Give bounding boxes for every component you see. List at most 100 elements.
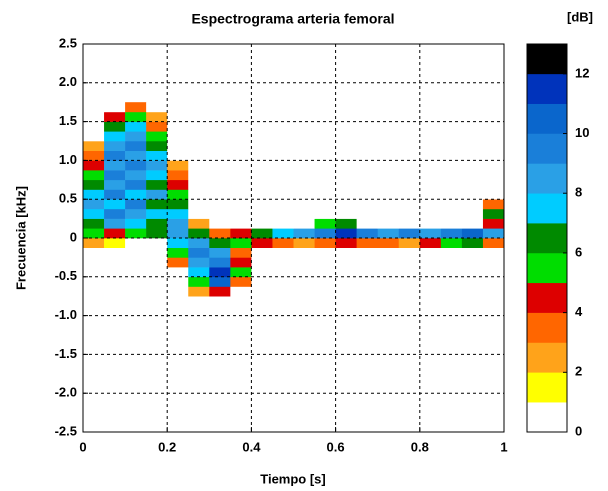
cell (83, 276, 105, 287)
cell (146, 276, 168, 287)
colorbar-band (527, 252, 567, 284)
cell (440, 160, 463, 171)
cell (167, 179, 189, 190)
cell (314, 121, 336, 132)
cell (209, 208, 231, 219)
cell (377, 247, 400, 258)
cell (482, 150, 505, 161)
cell (377, 257, 400, 268)
cell (209, 276, 231, 287)
x-tick-label: 0 (79, 439, 86, 454)
cell (83, 150, 105, 161)
cell (314, 218, 336, 229)
cell (251, 228, 273, 239)
cell (104, 189, 126, 200)
cell (272, 257, 294, 268)
cell (251, 247, 273, 258)
cell (104, 238, 126, 248)
colorbar-band (527, 193, 567, 224)
cell (335, 150, 357, 161)
cell (356, 208, 378, 219)
cell (482, 131, 505, 142)
cell (146, 228, 168, 239)
cell (314, 208, 336, 219)
cell (146, 247, 168, 258)
colorbar-tick-label: 0 (575, 423, 582, 438)
cell (209, 267, 231, 278)
cell (440, 218, 463, 229)
x-tick-label: 1 (500, 439, 507, 454)
cell (146, 121, 168, 132)
cell (356, 189, 378, 200)
colorbar-band (527, 312, 567, 343)
cell (272, 179, 294, 190)
cell (461, 189, 484, 200)
cell (251, 199, 273, 210)
cell (398, 131, 421, 142)
cell (335, 170, 357, 181)
cell (482, 267, 505, 278)
cell (251, 179, 273, 190)
cell (440, 238, 463, 248)
cell (440, 150, 463, 161)
cell (188, 208, 210, 219)
cell (377, 170, 400, 181)
cell (125, 131, 147, 142)
cell (146, 131, 168, 142)
cell (335, 179, 357, 190)
cell (83, 170, 105, 181)
cell (419, 131, 442, 142)
plot-frame (82, 43, 505, 433)
cell (272, 286, 294, 297)
cell (104, 102, 126, 113)
cell (167, 208, 189, 219)
cell (272, 228, 294, 239)
cell (419, 257, 442, 268)
cell (188, 228, 210, 239)
cell (440, 121, 463, 132)
cell (377, 131, 400, 142)
cell (440, 276, 463, 287)
cell (272, 199, 294, 210)
cell (167, 199, 189, 210)
cell (356, 238, 378, 248)
cell (356, 150, 378, 161)
cell (419, 247, 442, 258)
cell (230, 141, 252, 151)
cell (314, 228, 336, 239)
cell (419, 267, 442, 278)
cell (293, 160, 315, 171)
cell (83, 141, 105, 151)
cell (482, 189, 505, 200)
cell (209, 189, 231, 200)
colorbar-tick-label: 2 (575, 364, 582, 379)
cell (440, 131, 463, 142)
cell (314, 189, 336, 200)
cell (230, 179, 252, 190)
cell (230, 189, 252, 200)
cell (293, 121, 315, 132)
cell (104, 286, 126, 297)
cell (335, 111, 357, 122)
cell (293, 238, 315, 248)
cell (440, 267, 463, 278)
x-tick-label: 0.8 (411, 439, 429, 454)
cell (188, 257, 210, 268)
axes: 0 0.2 0.4 0.6 0.8 1 -2.5 -2.0 -1.5 -1.0 -0.5 0 0.5 1.… (55, 35, 590, 454)
cell (104, 111, 126, 122)
cell (461, 276, 484, 287)
cell (482, 160, 505, 171)
cell (293, 276, 315, 287)
cell (209, 286, 231, 297)
cell (104, 199, 126, 210)
cell (398, 102, 421, 113)
cell (314, 179, 336, 190)
cell (209, 111, 231, 122)
cell (356, 199, 378, 210)
cell (482, 286, 505, 297)
cell (356, 267, 378, 278)
cell (272, 111, 294, 122)
cell (83, 267, 105, 278)
cell (209, 199, 231, 210)
cell (293, 111, 315, 122)
